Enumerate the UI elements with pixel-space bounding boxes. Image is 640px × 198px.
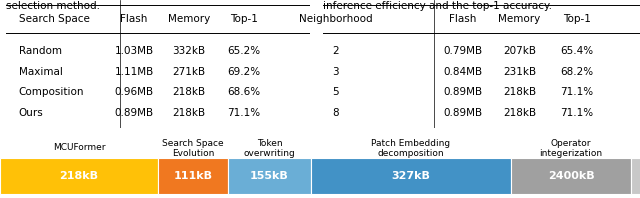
Text: 3: 3 [333, 67, 339, 77]
Bar [158, 158, 228, 194]
Text: Flash: Flash [449, 14, 476, 24]
Text: 8: 8 [333, 108, 339, 118]
Text: 271kB: 271kB [172, 67, 205, 77]
Text: 69.2%: 69.2% [227, 67, 260, 77]
Text: Top-1: Top-1 [230, 14, 257, 24]
Text: 0.84MB: 0.84MB [443, 67, 482, 77]
Text: 71.1%: 71.1% [227, 108, 260, 118]
Text: Token: Token [257, 138, 282, 148]
Text: 0.79MB: 0.79MB [443, 46, 482, 56]
Text: 65.2%: 65.2% [227, 46, 260, 56]
Text: MCUFormer: MCUFormer [52, 144, 105, 152]
Text: 2: 2 [333, 46, 339, 56]
Text: Memory: Memory [168, 14, 210, 24]
Text: 218kB: 218kB [503, 108, 536, 118]
Text: Neighborhood: Neighborhood [299, 14, 372, 24]
Text: 5: 5 [333, 87, 339, 97]
Text: 327kB: 327kB [392, 171, 431, 181]
Text: integerization: integerization [540, 149, 603, 159]
Text: Maximal: Maximal [19, 67, 63, 77]
Text: 1.03MB: 1.03MB [115, 46, 154, 56]
Text: 111kB: 111kB [173, 171, 212, 181]
Bar [311, 158, 511, 194]
Text: 1.11MB: 1.11MB [115, 67, 154, 77]
Text: Top-1: Top-1 [563, 14, 591, 24]
Text: Search Space: Search Space [19, 14, 90, 24]
Text: Ours: Ours [19, 108, 44, 118]
Bar [511, 158, 631, 194]
Text: Patch Embedding: Patch Embedding [371, 138, 451, 148]
Bar [0, 158, 158, 194]
Text: 218kB: 218kB [172, 108, 205, 118]
Text: 207kB: 207kB [503, 46, 536, 56]
Text: 0.96MB: 0.96MB [115, 87, 154, 97]
Text: Memory: Memory [499, 14, 541, 24]
Text: 218kB: 218kB [172, 87, 205, 97]
Text: Random: Random [19, 46, 61, 56]
Text: Flash: Flash [120, 14, 148, 24]
Text: 68.2%: 68.2% [560, 67, 593, 77]
Text: 332kB: 332kB [172, 46, 205, 56]
Text: 71.1%: 71.1% [560, 87, 593, 97]
Text: 155kB: 155kB [250, 171, 289, 181]
Text: selection method.: selection method. [6, 1, 100, 11]
Text: 0.89MB: 0.89MB [115, 108, 154, 118]
Text: Evolution: Evolution [172, 149, 214, 159]
Text: 68.6%: 68.6% [227, 87, 260, 97]
Bar [228, 158, 311, 194]
Text: Operator: Operator [551, 138, 591, 148]
Text: 231kB: 231kB [503, 67, 536, 77]
Text: overwriting: overwriting [244, 149, 296, 159]
Text: inference efficiency and the top-1 accuracy.: inference efficiency and the top-1 accur… [323, 1, 552, 11]
Text: 0.89MB: 0.89MB [443, 108, 482, 118]
Bar [631, 158, 640, 194]
Text: 0.89MB: 0.89MB [443, 87, 482, 97]
Text: 71.1%: 71.1% [560, 108, 593, 118]
Text: Search Space: Search Space [162, 138, 224, 148]
Text: decomposition: decomposition [378, 149, 444, 159]
Text: 2400kB: 2400kB [548, 171, 595, 181]
Text: 218kB: 218kB [503, 87, 536, 97]
Text: Composition: Composition [19, 87, 84, 97]
Text: 65.4%: 65.4% [560, 46, 593, 56]
Text: 218kB: 218kB [60, 171, 99, 181]
